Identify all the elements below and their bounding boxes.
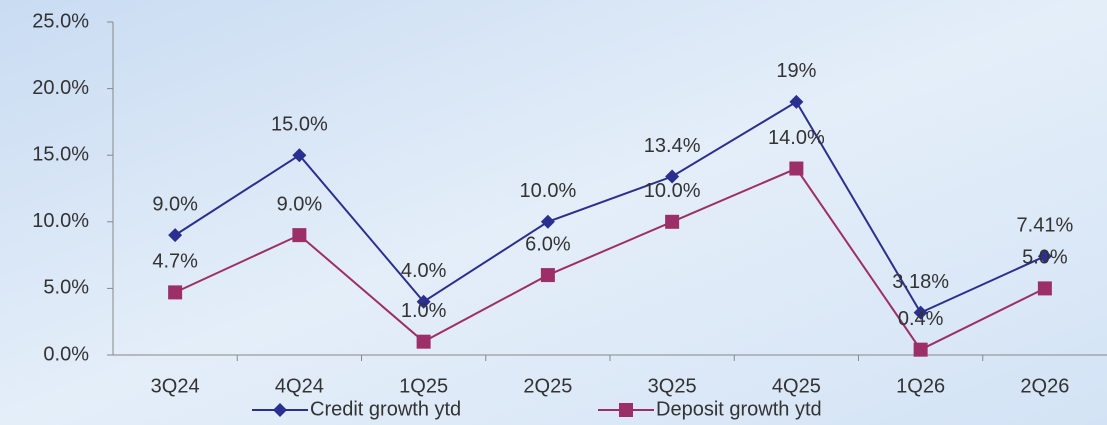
point-marker	[292, 228, 306, 242]
point-marker	[417, 335, 431, 349]
point-marker	[541, 268, 555, 282]
data-label: 10.0%	[520, 180, 577, 202]
data-label: 0.4%	[898, 308, 944, 330]
legend-label: Deposit growth ytd	[656, 398, 822, 420]
data-label: 14.0%	[768, 127, 825, 149]
point-marker	[665, 215, 679, 229]
chart: 0.0% 5.0% 10.0% 15.0% 20.0% 25.0% 3Q24 4Q24 1Q25…	[0, 0, 1107, 425]
x-tick-label: 4Q24	[275, 375, 324, 397]
x-tick-label: 3Q24	[151, 375, 200, 397]
data-label: 9.0%	[152, 193, 198, 215]
data-label: 7.41%	[1017, 215, 1074, 237]
data-label: 5.0%	[1022, 247, 1068, 269]
x-tick-label: 2Q26	[1020, 375, 1069, 397]
y-tick-label: 0.0%	[43, 343, 89, 365]
legend-marker	[619, 403, 633, 417]
data-label: 1.0%	[401, 300, 447, 322]
x-tick-label: 2Q25	[523, 375, 572, 397]
y-tick-label: 25.0%	[32, 10, 89, 32]
y-tick-label: 5.0%	[43, 277, 89, 299]
y-tick-label: 10.0%	[32, 210, 89, 232]
data-label: 13.4%	[644, 135, 701, 157]
point-marker	[1038, 281, 1052, 295]
data-label: 3.18%	[892, 271, 949, 293]
x-tick-label: 1Q26	[896, 375, 945, 397]
x-tick-label: 4Q25	[772, 375, 821, 397]
legend-label: Credit growth ytd	[310, 398, 461, 420]
data-label: 4.7%	[152, 251, 198, 273]
data-label: 19%	[776, 60, 816, 82]
y-tick-label: 15.0%	[32, 143, 89, 165]
x-tick-label: 1Q25	[399, 375, 448, 397]
y-tick-label: 20.0%	[32, 77, 89, 99]
point-marker	[789, 162, 803, 176]
page: 0.0% 5.0% 10.0% 15.0% 20.0% 25.0% 3Q24 4Q24 1Q25…	[0, 0, 1107, 425]
data-label: 15.0%	[271, 113, 328, 135]
x-tick-label: 3Q25	[648, 375, 697, 397]
data-label: 9.0%	[277, 193, 323, 215]
point-marker	[914, 343, 928, 357]
data-label: 4.0%	[401, 260, 447, 282]
data-label: 10.0%	[644, 180, 701, 202]
point-marker	[168, 285, 182, 299]
data-label: 6.0%	[525, 233, 571, 255]
